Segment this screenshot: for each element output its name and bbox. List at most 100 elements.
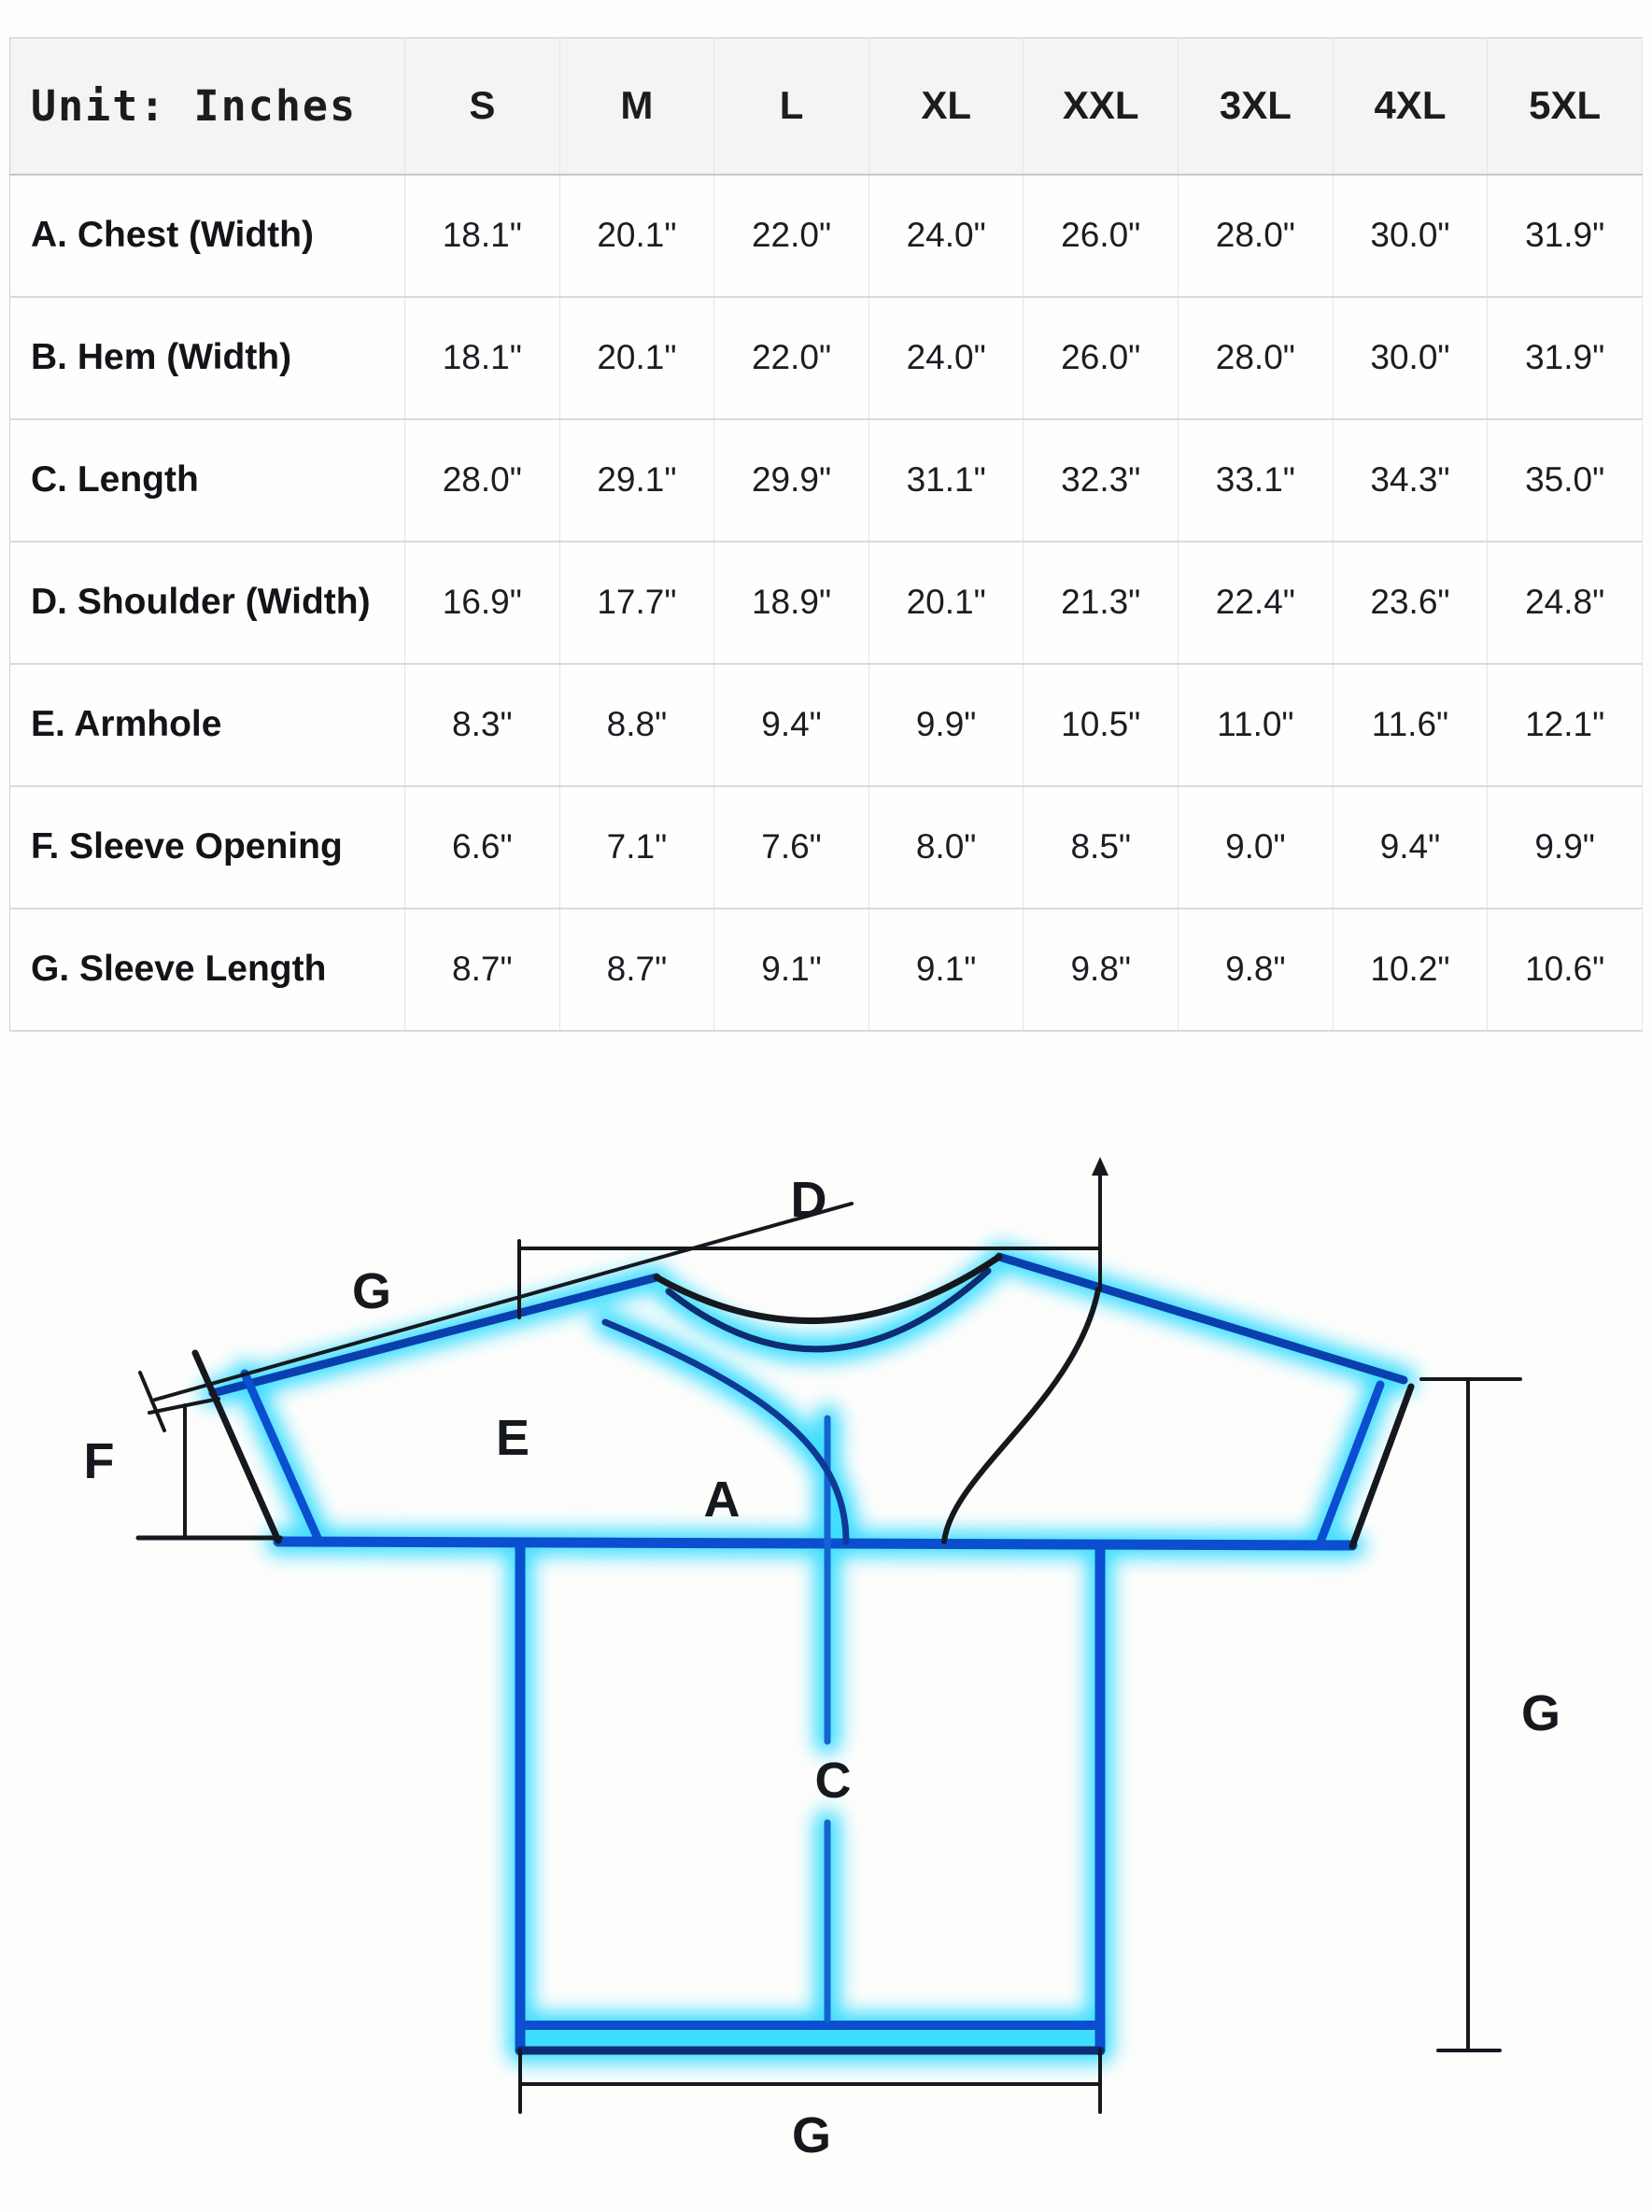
- diagram-label-length: C: [815, 1753, 852, 1809]
- table-row: A. Chest (Width) 18.1" 20.1" 22.0" 24.0" 26.0…: [9, 174, 1643, 298]
- right-armhole-outline: [941, 1287, 1101, 1544]
- right-cuff-outline: [1348, 1383, 1415, 1550]
- measurement-value: 29.9": [713, 418, 869, 542]
- measurement-value: 9.9": [868, 663, 1024, 787]
- sleeve-measure-line-left: [153, 1202, 854, 1402]
- shirt-outline: [208, 1252, 1408, 2056]
- left-cuff-seam: [240, 1369, 322, 1543]
- measurement-value: 12.1": [1487, 663, 1643, 787]
- measurement-value: 10.6": [1487, 908, 1643, 1032]
- measurement-value: 28.0": [1178, 296, 1334, 420]
- column-header-xxl: XXL: [1023, 37, 1179, 176]
- measurement-value: 11.0": [1178, 663, 1334, 787]
- measurement-label: G. Sleeve Length: [9, 908, 406, 1032]
- measurement-label: B. Hem (Width): [9, 296, 406, 420]
- diagram-label-chest: A: [704, 1472, 741, 1528]
- table-row: E. Armhole 8.3" 8.8" 9.4" 9.9" 10.5" 11.0" 11.6…: [9, 663, 1643, 787]
- measurement-value: 8.8": [559, 663, 715, 787]
- measurement-value: 30.0": [1333, 296, 1489, 420]
- measurement-value: 16.9": [404, 541, 560, 665]
- sleeve-opening-tick-top: [148, 1397, 220, 1415]
- measurement-value: 34.3": [1333, 418, 1489, 542]
- table-row: C. Length 28.0" 29.1" 29.9" 31.1" 32.3" 33.1" 3…: [9, 418, 1643, 542]
- measurement-value: 10.2": [1333, 908, 1489, 1032]
- measurement-value: 18.1": [404, 296, 560, 420]
- measurement-value: 31.1": [868, 418, 1024, 542]
- measurement-value: 7.1": [559, 785, 715, 909]
- measurement-value: 7.6": [713, 785, 869, 909]
- measurement-value: 20.1": [559, 296, 715, 420]
- measurement-value: 9.4": [713, 663, 869, 787]
- column-header-xl: XL: [868, 37, 1024, 176]
- measurement-value: 31.9": [1487, 296, 1643, 420]
- measurement-value: 28.0": [1178, 174, 1334, 298]
- measure-marks: [135, 1157, 1522, 2114]
- measurement-value: 9.8": [1023, 908, 1179, 1032]
- measurement-value: 11.6": [1333, 663, 1489, 787]
- sleeve-measure-tick-left: [138, 1371, 166, 1432]
- column-header-l: L: [713, 37, 869, 176]
- measurement-value: 20.1": [868, 541, 1024, 665]
- measurement-value: 26.0": [1023, 174, 1179, 298]
- measurement-value: 21.3": [1023, 541, 1179, 665]
- column-header-m: M: [559, 37, 715, 176]
- measurement-value: 9.1": [868, 908, 1024, 1032]
- measurement-value: 22.0": [713, 174, 869, 298]
- table-row: F. Sleeve Opening 6.6" 7.1" 7.6" 8.0" 8.5" 9.0…: [9, 785, 1643, 909]
- measurement-value: 8.0": [868, 785, 1024, 909]
- measurement-value: 35.0": [1487, 418, 1643, 542]
- column-header-4xl: 4XL: [1333, 37, 1489, 176]
- measurement-value: 9.1": [713, 908, 869, 1032]
- measurement-value: 26.0": [1023, 296, 1179, 420]
- left-shoulder-seam: [208, 1273, 661, 1398]
- column-header-s: S: [404, 37, 560, 176]
- size-chart-table: Unit: Inches S M L XL XXL 3XL 4XL 5XL A. Chest (…: [9, 37, 1643, 1032]
- measurement-value: 28.0": [404, 418, 560, 542]
- column-header-3xl: 3XL: [1178, 37, 1334, 176]
- shoulder-measure-arrowhead: [1092, 1157, 1108, 1176]
- diagram-label-sleeve-length-top: G: [352, 1263, 391, 1319]
- measurement-value: 33.1": [1178, 418, 1334, 542]
- measurement-value: 31.9": [1487, 174, 1643, 298]
- armhole-curve: [601, 1318, 850, 1545]
- measurement-value: 10.5": [1023, 663, 1179, 787]
- tshirt-measurement-diagram: D G E A F C G G: [0, 1045, 1652, 2212]
- collar-outer-curve: [653, 1253, 1003, 1324]
- measurement-value: 9.8": [1178, 908, 1334, 1032]
- measurement-value: 22.4": [1178, 541, 1334, 665]
- measurement-label: E. Armhole: [9, 663, 406, 787]
- diagram-label-sleeve-opening: F: [84, 1433, 115, 1489]
- measurement-label: C. Length: [9, 418, 406, 542]
- table-row: B. Hem (Width) 18.1" 20.1" 22.0" 24.0" 26.0" 2…: [9, 296, 1643, 420]
- measurement-value: 6.6": [404, 785, 560, 909]
- measurement-value: 24.8": [1487, 541, 1643, 665]
- diagram-label-shoulder: D: [791, 1172, 827, 1228]
- measurement-value: 9.9": [1487, 785, 1643, 909]
- size-table-section: Unit: Inches S M L XL XXL 3XL 4XL 5XL A. Chest (…: [9, 37, 1643, 1032]
- measurement-value: 20.1": [559, 174, 715, 298]
- table-row: G. Sleeve Length 8.7" 8.7" 9.1" 9.1" 9.8" 9.8"…: [9, 908, 1643, 1032]
- measurement-value: 22.0": [713, 296, 869, 420]
- collar-inner-curve: [665, 1267, 992, 1353]
- measurement-value: 24.0": [868, 174, 1024, 298]
- diagram-label-hem-bottom: G: [792, 2107, 831, 2163]
- measurement-value: 30.0": [1333, 174, 1489, 298]
- diagram-label-armhole: E: [496, 1410, 529, 1466]
- tshirt-diagram-svg: D G E A F C G G: [84, 1157, 1560, 2163]
- right-cuff-seam: [1316, 1380, 1385, 1546]
- measurement-value: 24.0": [868, 296, 1024, 420]
- measurement-label: D. Shoulder (Width): [9, 541, 406, 665]
- diagram-label-sleeve-length-right: G: [1521, 1685, 1560, 1741]
- measurement-value: 17.7": [559, 541, 715, 665]
- measurement-value: 8.3": [404, 663, 560, 787]
- measurement-value: 29.1": [559, 418, 715, 542]
- column-header-5xl: 5XL: [1487, 37, 1643, 176]
- chest-line: [273, 1536, 1358, 1551]
- measurement-value: 8.7": [404, 908, 560, 1032]
- measurement-value: 32.3": [1023, 418, 1179, 542]
- glow-layer: [200, 1244, 1417, 2064]
- right-shoulder-seam: [995, 1252, 1408, 1385]
- measurement-label: F. Sleeve Opening: [9, 785, 406, 909]
- measurement-label: A. Chest (Width): [9, 174, 406, 298]
